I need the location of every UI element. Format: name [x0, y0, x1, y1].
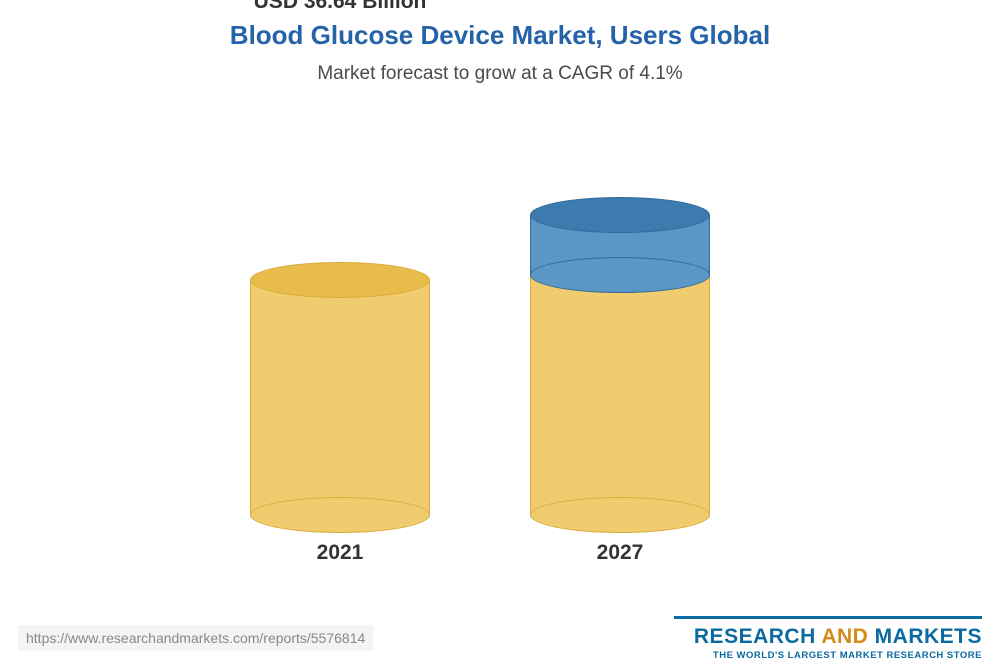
brand-logo-text: RESEARCH AND MARKETS	[694, 625, 982, 649]
footer-source-url: https://www.researchandmarkets.com/repor…	[18, 625, 373, 651]
chart-subtitle: Market forecast to grow at a CAGR of 4.1…	[0, 51, 1000, 85]
chart-area: USD 36.64 Billion 2021 USD 46.69 Billion…	[0, 105, 1000, 565]
footer-brand: RESEARCH AND MARKETS THE WORLD'S LARGEST…	[674, 616, 982, 661]
brand-word-and: AND	[821, 625, 868, 648]
chart-title: Blood Glucose Device Market, Users Globa…	[0, 0, 1000, 51]
footer: https://www.researchandmarkets.com/repor…	[0, 609, 1000, 667]
bar-2021-value-label: USD 36.64 Billion	[230, 0, 450, 14]
brand-word-research: RESEARCH	[694, 625, 816, 648]
brand-word-markets: MARKETS	[875, 625, 982, 648]
bar-2021: USD 36.64 Billion 2021	[250, 280, 430, 515]
bar-2021-year-label: 2021	[230, 541, 450, 565]
bar-2027: USD 46.69 Billion 2027	[530, 215, 710, 515]
brand-tagline: THE WORLD'S LARGEST MARKET RESEARCH STOR…	[694, 650, 982, 661]
bar-2027-year-label: 2027	[510, 541, 730, 565]
